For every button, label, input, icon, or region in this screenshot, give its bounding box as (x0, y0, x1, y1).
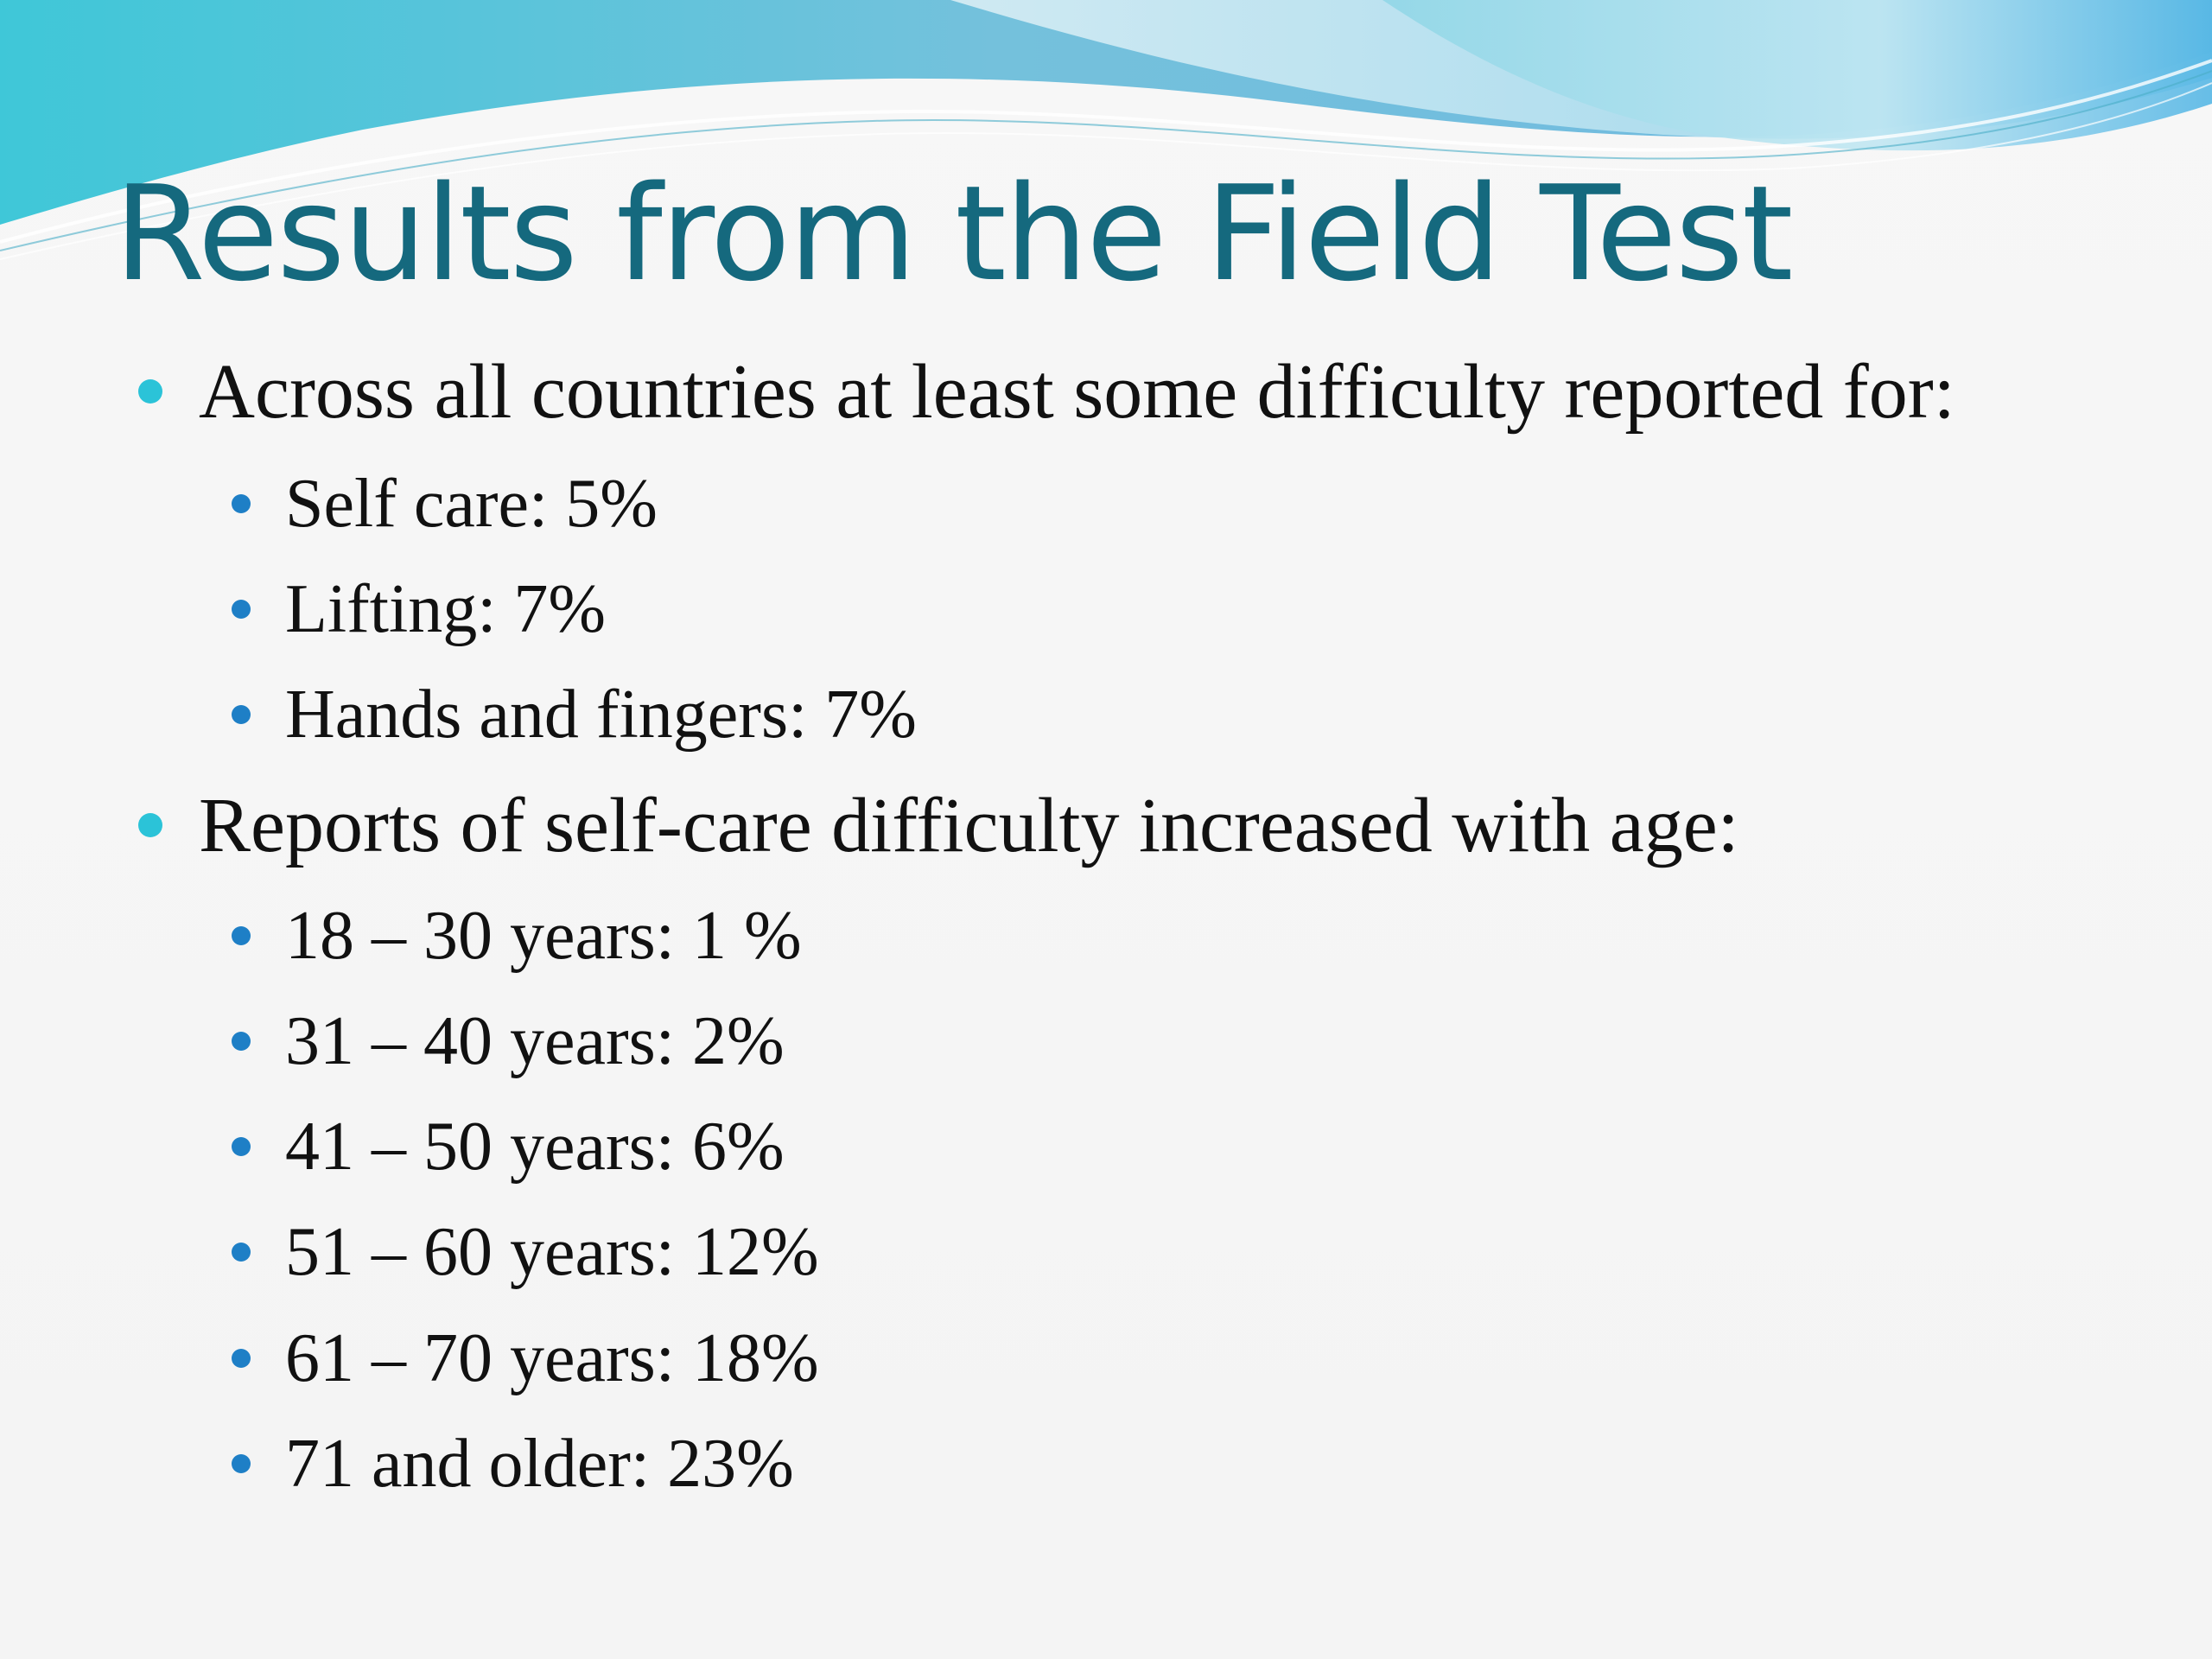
bullet-text: Across all countries at least some diffi… (199, 348, 1955, 435)
round-bullet-icon (232, 1032, 251, 1051)
sub-bullet-lifting: Lifting: 7% (232, 566, 606, 652)
round-bullet-icon (232, 494, 251, 513)
sub-bullet-text: 51 – 60 years: 12% (285, 1213, 819, 1290)
round-bullet-icon (232, 926, 251, 945)
sub-bullet-self-care: Self care: 5% (232, 461, 658, 547)
sub-bullet-text: 61 – 70 years: 18% (285, 1319, 819, 1396)
sub-bullet-age-61-70: 61 – 70 years: 18% (232, 1315, 819, 1402)
round-bullet-icon (232, 600, 251, 619)
sub-bullet-text: 18 – 30 years: 1 % (285, 897, 802, 974)
sub-bullet-age-51-60: 51 – 60 years: 12% (232, 1209, 819, 1295)
round-bullet-icon (138, 813, 162, 837)
sub-bullet-age-31-40: 31 – 40 years: 2% (232, 998, 785, 1084)
sub-bullet-text: 41 – 50 years: 6% (285, 1108, 785, 1185)
round-bullet-icon (232, 1349, 251, 1368)
sub-bullet-hands-fingers: Hands and fingers: 7% (232, 671, 917, 758)
sub-bullet-age-41-50: 41 – 50 years: 6% (232, 1103, 785, 1190)
slide-title: Results from the Field Test (114, 157, 1793, 310)
round-bullet-icon (232, 705, 251, 724)
sub-bullet-text: Hands and fingers: 7% (285, 676, 917, 753)
bullet-item-countries: Across all countries at least some diffi… (138, 348, 1955, 435)
round-bullet-icon (232, 1454, 251, 1473)
round-bullet-icon (232, 1137, 251, 1156)
round-bullet-icon (138, 379, 162, 404)
round-bullet-icon (232, 1243, 251, 1262)
sub-bullet-age-71-older: 71 and older: 23% (232, 1421, 794, 1507)
bullet-text: Reports of self-care difficulty increase… (199, 782, 1739, 868)
bullet-item-age: Reports of self-care difficulty increase… (138, 782, 1739, 868)
sub-bullet-text: Lifting: 7% (285, 570, 607, 647)
header-wave-decoration (0, 0, 2212, 260)
sub-bullet-text: 71 and older: 23% (285, 1425, 794, 1502)
sub-bullet-text: Self care: 5% (285, 465, 658, 542)
sub-bullet-text: 31 – 40 years: 2% (285, 1002, 785, 1079)
sub-bullet-age-18-30: 18 – 30 years: 1 % (232, 893, 802, 979)
